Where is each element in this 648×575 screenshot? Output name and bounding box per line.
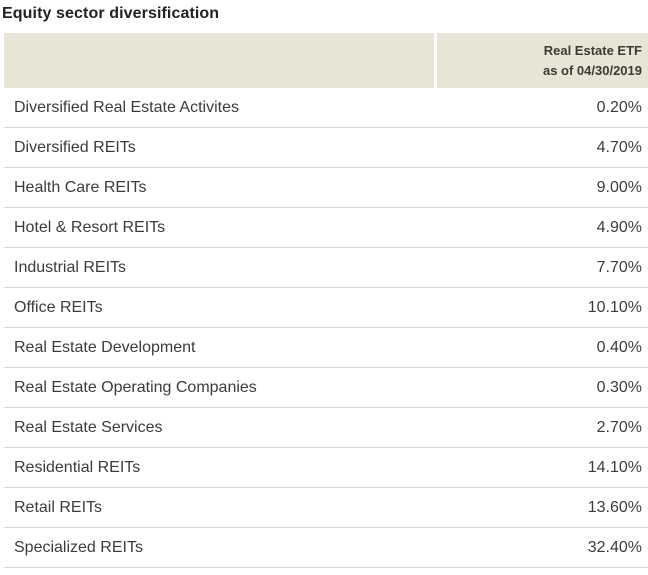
sector-diversification-table: Real Estate ETF as of 04/30/2019 Diversi… xyxy=(4,33,648,568)
page-title: Equity sector diversification xyxy=(2,5,220,22)
table-row: Diversified REITs 4.70% xyxy=(4,128,648,168)
sector-value: 9.00% xyxy=(596,178,642,196)
table-row: Real Estate Development 0.40% xyxy=(4,328,648,368)
sector-label: Residential REITs xyxy=(14,458,141,476)
table-row: Hotel & Resort REITs 4.90% xyxy=(4,208,648,248)
header-fund-name: Real Estate ETF xyxy=(543,42,642,58)
table-row: Real Estate Services 2.70% xyxy=(4,408,648,448)
sector-value: 0.20% xyxy=(596,98,642,116)
sector-value: 0.30% xyxy=(596,378,642,396)
sector-label: Real Estate Services xyxy=(14,418,163,436)
sector-value: 14.10% xyxy=(587,458,642,476)
sector-value: 32.40% xyxy=(587,538,642,556)
table-row: Industrial REITs 7.70% xyxy=(4,248,648,288)
sector-label: Diversified REITs xyxy=(14,138,136,156)
header-as-of-date: as of 04/30/2019 xyxy=(542,62,642,78)
table-row: Diversified Real Estate Activites 0.20% xyxy=(4,88,648,128)
sector-label: Retail REITs xyxy=(14,498,103,516)
header-sector-cell xyxy=(4,33,434,88)
table-row: Real Estate Operating Companies 0.30% xyxy=(4,368,648,408)
sector-value: 4.70% xyxy=(596,138,642,156)
header-fund-cell: Real Estate ETF as of 04/30/2019 xyxy=(437,33,648,88)
sector-label: Diversified Real Estate Activites xyxy=(14,98,239,116)
sector-label: Office REITs xyxy=(14,298,103,316)
sector-value: 13.60% xyxy=(587,498,642,516)
sector-value: 2.70% xyxy=(596,418,642,436)
table-row: Office REITs 10.10% xyxy=(4,288,648,328)
sector-value: 10.10% xyxy=(587,298,642,316)
sector-label: Real Estate Development xyxy=(14,338,196,356)
table-header-row: Real Estate ETF as of 04/30/2019 xyxy=(4,33,648,88)
sector-label: Real Estate Operating Companies xyxy=(14,378,257,396)
table-row: Specialized REITs 32.40% xyxy=(4,528,648,568)
sector-value: 0.40% xyxy=(596,338,642,356)
sector-label: Health Care REITs xyxy=(14,178,147,196)
table-row: Health Care REITs 9.00% xyxy=(4,168,648,208)
sector-value: 7.70% xyxy=(596,258,642,276)
sector-value: 4.90% xyxy=(596,218,642,236)
table-row: Residential REITs 14.10% xyxy=(4,448,648,488)
table-row: Retail REITs 13.60% xyxy=(4,488,648,528)
sector-label: Industrial REITs xyxy=(14,258,127,276)
sector-label: Specialized REITs xyxy=(14,538,143,556)
sector-label: Hotel & Resort REITs xyxy=(14,218,166,236)
